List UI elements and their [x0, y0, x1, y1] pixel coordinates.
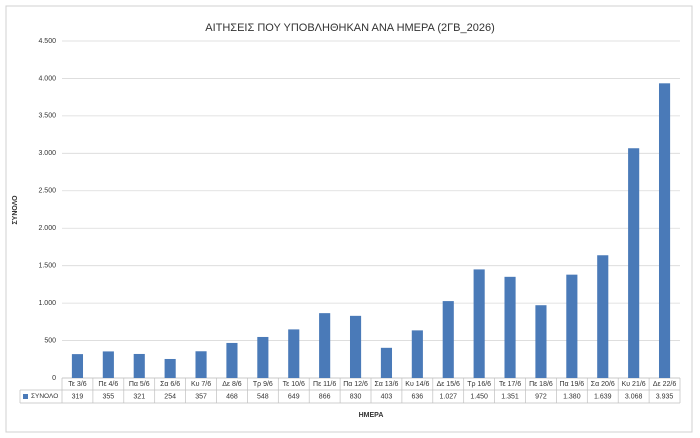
bar — [566, 274, 578, 378]
table-value: 1.639 — [594, 393, 612, 400]
table-value: 355 — [103, 393, 115, 400]
y-tick-label: 500 — [44, 337, 56, 344]
bar — [226, 342, 238, 378]
y-axis-title: ΣΥΝΟΛΟ — [12, 195, 19, 225]
x-tick-label: Πε 18/6 — [529, 381, 553, 388]
x-tick-label: Δε 15/6 — [437, 381, 460, 388]
x-tick-label: Σα 6/6 — [160, 381, 180, 388]
bar — [380, 347, 393, 378]
table-value: 254 — [164, 393, 176, 400]
bar — [257, 336, 269, 378]
x-axis-title: ΗΜΕΡΑ — [359, 412, 384, 419]
bar — [71, 354, 84, 378]
table-value: 3.068 — [625, 393, 643, 400]
bar — [164, 358, 176, 378]
x-tick-label: Τε 3/6 — [68, 381, 86, 388]
chart-frame — [5, 5, 693, 433]
y-tick-label: 1.000 — [38, 300, 56, 307]
x-tick-label: Τρ 9/6 — [253, 381, 273, 388]
table-value: 1.351 — [501, 393, 519, 400]
x-tick-label: Τε 10/6 — [283, 381, 305, 388]
y-tick-label: 4.000 — [38, 75, 56, 82]
y-tick-label: 1.500 — [38, 263, 56, 270]
bar — [442, 301, 454, 378]
table-value: 548 — [257, 393, 269, 400]
table-value: 1.380 — [563, 393, 581, 400]
x-tick-label: Πα 5/6 — [129, 381, 150, 388]
x-tick-label: Πα 12/6 — [343, 381, 368, 388]
table-value: 1.450 — [470, 393, 488, 400]
x-tick-label: Δε 8/6 — [222, 381, 242, 388]
bar — [288, 329, 300, 378]
x-tick-label: Κυ 7/6 — [191, 381, 211, 388]
bar — [658, 83, 671, 378]
bar — [411, 330, 423, 378]
x-tick-label: Δε 22/6 — [653, 381, 676, 388]
table-value: 649 — [288, 393, 300, 400]
y-tick-label: 3.500 — [38, 113, 56, 120]
y-tick-label: 3.000 — [38, 150, 56, 157]
bar — [535, 305, 547, 378]
bar — [504, 276, 516, 378]
table-value: 468 — [226, 393, 238, 400]
bar — [349, 315, 362, 378]
bar — [597, 255, 609, 378]
bar — [195, 351, 207, 378]
table-value: 866 — [319, 393, 331, 400]
x-tick-label: Σα 20/6 — [591, 381, 615, 388]
x-tick-label: Πε 4/6 — [98, 381, 118, 388]
x-tick-label: Πε 11/6 — [313, 381, 336, 388]
bar — [133, 353, 145, 378]
y-tick-label: 2.500 — [38, 188, 56, 195]
y-tick-label: 0 — [52, 375, 56, 382]
y-tick-label: 4.500 — [38, 38, 56, 45]
table-value: 1.027 — [439, 393, 457, 400]
table-value: 319 — [72, 393, 84, 400]
bar — [319, 313, 331, 378]
table-value: 403 — [381, 393, 393, 400]
x-tick-label: Τρ 16/6 — [467, 381, 491, 388]
chart-title: ΑΙΤΗΣΕΙΣ ΠΟΥ ΥΠΟΒΛΗΘΗΚΑΝ ΑΝΑ ΗΜΕΡΑ (2ΓΒ_… — [205, 22, 495, 34]
bar — [102, 351, 114, 378]
x-tick-label: Σα 13/6 — [374, 381, 398, 388]
x-tick-label: Κυ 14/6 — [405, 381, 429, 388]
table-value: 972 — [535, 393, 547, 400]
legend-label: ΣΥΝΟΛΟ — [31, 393, 58, 400]
x-tick-label: Κυ 21/6 — [622, 381, 646, 388]
y-tick-label: 2.000 — [38, 225, 56, 232]
table-value: 636 — [412, 393, 424, 400]
table-value: 321 — [133, 393, 145, 400]
x-tick-label: Πα 19/6 — [560, 381, 585, 388]
bar — [473, 269, 485, 378]
table-value: 830 — [350, 393, 362, 400]
legend-key — [23, 394, 28, 399]
bar — [628, 148, 640, 378]
x-tick-label: Τε 17/6 — [499, 381, 521, 388]
table-value: 3.935 — [656, 393, 674, 400]
table-value: 357 — [195, 393, 207, 400]
